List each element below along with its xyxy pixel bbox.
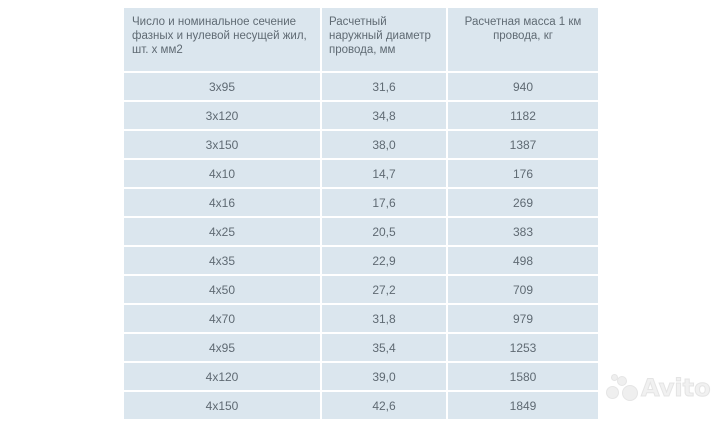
cell-cores-section: 3х95	[124, 73, 322, 102]
cell-outer-diameter: 14,7	[322, 160, 448, 189]
cell-mass-per-km: 1253	[448, 334, 598, 363]
spec-table-container: Число и номинальное сечение фазных и нул…	[124, 8, 598, 421]
table-row: 4х120 39,0 1580	[124, 363, 598, 392]
cell-cores-section: 3х120	[124, 102, 322, 131]
avito-watermark-text: Avito	[641, 374, 712, 403]
table-row: 4х25 20,5 383	[124, 218, 598, 247]
table-header-row: Число и номинальное сечение фазных и нул…	[124, 8, 598, 73]
cell-cores-section: 4х150	[124, 392, 322, 421]
table-row: 4х35 22,9 498	[124, 247, 598, 276]
table-row: 4х10 14,7 176	[124, 160, 598, 189]
avito-dots-icon	[605, 372, 638, 404]
cell-outer-diameter: 34,8	[322, 102, 448, 131]
cell-outer-diameter: 27,2	[322, 276, 448, 305]
header-mass-per-km: Расчетная масса 1 км провода, кг	[448, 8, 598, 73]
avito-watermark: Avito	[605, 370, 715, 406]
cell-mass-per-km: 269	[448, 189, 598, 218]
cell-mass-per-km: 383	[448, 218, 598, 247]
cell-outer-diameter: 38,0	[322, 131, 448, 160]
cell-mass-per-km: 709	[448, 276, 598, 305]
cell-outer-diameter: 35,4	[322, 334, 448, 363]
cell-cores-section: 4х70	[124, 305, 322, 334]
cell-outer-diameter: 31,6	[322, 73, 448, 102]
cell-mass-per-km: 979	[448, 305, 598, 334]
table-row: 3х150 38,0 1387	[124, 131, 598, 160]
table-row: 4х16 17,6 269	[124, 189, 598, 218]
cell-outer-diameter: 42,6	[322, 392, 448, 421]
cell-cores-section: 4х120	[124, 363, 322, 392]
header-cores-section: Число и номинальное сечение фазных и нул…	[124, 8, 322, 73]
cell-cores-section: 4х95	[124, 334, 322, 363]
cell-mass-per-km: 1580	[448, 363, 598, 392]
cell-cores-section: 4х25	[124, 218, 322, 247]
cell-mass-per-km: 940	[448, 73, 598, 102]
table-row: 3х120 34,8 1182	[124, 102, 598, 131]
cell-mass-per-km: 176	[448, 160, 598, 189]
cell-cores-section: 4х35	[124, 247, 322, 276]
table-row: 4х95 35,4 1253	[124, 334, 598, 363]
cell-mass-per-km: 1182	[448, 102, 598, 131]
cell-outer-diameter: 17,6	[322, 189, 448, 218]
cell-outer-diameter: 39,0	[322, 363, 448, 392]
cell-mass-per-km: 1849	[448, 392, 598, 421]
table-row: 4х50 27,2 709	[124, 276, 598, 305]
cell-outer-diameter: 20,5	[322, 218, 448, 247]
cell-mass-per-km: 1387	[448, 131, 598, 160]
cable-spec-table: Число и номинальное сечение фазных и нул…	[124, 8, 598, 421]
cell-outer-diameter: 22,9	[322, 247, 448, 276]
table-row: 4х70 31,8 979	[124, 305, 598, 334]
cell-cores-section: 4х50	[124, 276, 322, 305]
cell-cores-section: 4х16	[124, 189, 322, 218]
cell-cores-section: 3х150	[124, 131, 322, 160]
table-body: 3х95 31,6 940 3х120 34,8 1182 3х150 38,0…	[124, 73, 598, 421]
header-outer-diameter: Расчетный наружный диаметр провода, мм	[322, 8, 448, 73]
table-row: 3х95 31,6 940	[124, 73, 598, 102]
table-row: 4х150 42,6 1849	[124, 392, 598, 421]
cell-outer-diameter: 31,8	[322, 305, 448, 334]
cell-mass-per-km: 498	[448, 247, 598, 276]
cell-cores-section: 4х10	[124, 160, 322, 189]
